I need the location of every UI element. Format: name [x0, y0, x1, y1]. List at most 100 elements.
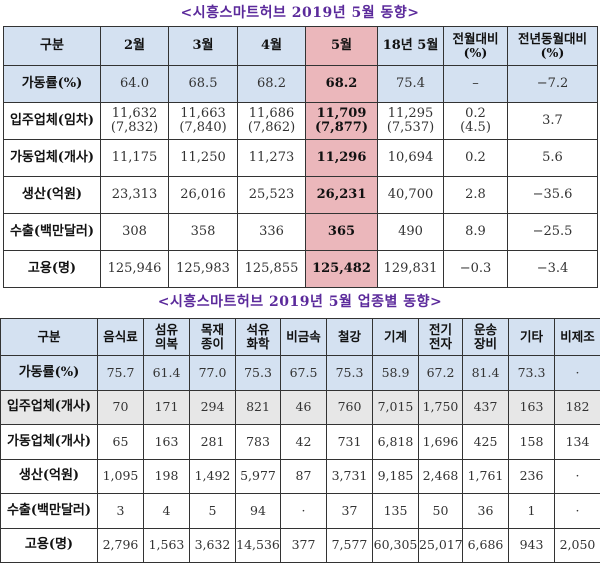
- row-label: 가동업체(개사): [0, 424, 98, 460]
- cell: 171: [143, 389, 190, 425]
- cell: ·: [554, 493, 600, 529]
- cell: 87: [280, 458, 327, 494]
- cell-apr: 11,273: [237, 139, 306, 177]
- cell-may-2018: 11,295 (7,537): [377, 102, 444, 140]
- cell: 437: [462, 389, 509, 425]
- row-label: 수출(백만달러): [0, 493, 98, 529]
- cell-mom: 2.8: [443, 176, 508, 214]
- cell-apr: 68.2: [237, 65, 306, 103]
- cell-mar: 358: [168, 213, 238, 251]
- cell: 5: [189, 493, 236, 529]
- table-row: 가동률(%) 75.7 61.4 77.0 75.3 67.5 75.3 58.…: [0, 355, 600, 391]
- cell: 1,095: [97, 458, 144, 494]
- cell: 760: [326, 389, 373, 425]
- cell: 1,563: [143, 527, 190, 563]
- cell: 46: [280, 389, 327, 425]
- table-row: 고용(명) 2,796 1,563 3,632 14,536 377 7,577…: [0, 527, 600, 563]
- row-label: 가동률(%): [3, 65, 101, 103]
- cell: 58.9: [372, 355, 419, 391]
- cell-may-2018: 129,831: [377, 250, 444, 288]
- cell: 73.3: [508, 355, 555, 391]
- cell: 6,686: [462, 527, 509, 563]
- cell: 5,977: [235, 458, 281, 494]
- cell-yoy: −3.4: [507, 250, 598, 288]
- monthly-trend-table: 구분 2월 3월 4월 5월 18년 5월 전월대비 (%) 전년동월대비 (%…: [3, 26, 598, 288]
- row-label: 가동률(%): [0, 355, 98, 391]
- cell-may-2018: 40,700: [377, 176, 444, 214]
- cell: 14,536: [235, 527, 281, 563]
- cell-may: 365: [305, 213, 378, 251]
- cell: 75.3: [235, 355, 281, 391]
- table-row: 생산(억원) 1,095 198 1,492 5,977 87 3,731 9,…: [0, 458, 600, 494]
- cell: 182: [554, 389, 600, 425]
- cell: 135: [372, 493, 419, 529]
- header-may-2018: 18년 5월: [377, 26, 444, 66]
- row-label: 수출(백만달러): [3, 213, 101, 251]
- cell-mar: 125,983: [168, 250, 238, 288]
- cell: 2,050: [554, 527, 600, 563]
- cell: 236: [508, 458, 555, 494]
- cell-mom: –: [443, 65, 508, 103]
- cell-apr: 125,855: [237, 250, 306, 288]
- cell: 75.3: [326, 355, 373, 391]
- cell-apr: 25,523: [237, 176, 306, 214]
- cell: 75.7: [97, 355, 144, 391]
- header-other: 기타: [508, 318, 555, 356]
- header-electronics: 전기 전자: [418, 318, 463, 356]
- cell-yoy: 3.7: [507, 102, 598, 140]
- row-label: 고용(명): [0, 527, 98, 563]
- cell: 65: [97, 424, 144, 460]
- table-row: 가동업체(개사) 11,175 11,250 11,273 11,296 10,…: [3, 139, 598, 177]
- row-label: 고용(명): [3, 250, 101, 288]
- cell: 163: [508, 389, 555, 425]
- cell: 1,761: [462, 458, 509, 494]
- cell-mom: 0.2: [443, 139, 508, 177]
- cell: 9,185: [372, 458, 419, 494]
- cell-may: 11,296: [305, 139, 378, 177]
- cell: 731: [326, 424, 373, 460]
- cell: 134: [554, 424, 600, 460]
- cell: 4: [143, 493, 190, 529]
- cell: 42: [280, 424, 327, 460]
- table-row: 입주업체(개사) 70 171 294 821 46 760 7,015 1,7…: [0, 389, 600, 425]
- table-row: 가동업체(개사) 65 163 281 783 42 731 6,818 1,6…: [0, 424, 600, 460]
- cell-yoy: −7.2: [507, 65, 598, 103]
- cell: ·: [554, 458, 600, 494]
- header-nonmanufacturing: 비제조: [554, 318, 600, 356]
- cell: 377: [280, 527, 327, 563]
- cell: 163: [143, 424, 190, 460]
- industry-trend-table: 구분 음식료 섬유 의복 목재 종이 석유 화학 비금속 철강 기계 전기 전자…: [0, 318, 600, 563]
- header-machinery: 기계: [372, 318, 419, 356]
- cell: 94: [235, 493, 281, 529]
- table-row: 가동률(%) 64.0 68.5 68.2 68.2 75.4 – −7.2: [3, 65, 598, 103]
- cell-may-2018: 10,694: [377, 139, 444, 177]
- header-yoy: 전년동월대비 (%): [507, 26, 598, 66]
- row-label: 가동업체(개사): [3, 139, 101, 177]
- cell: 81.4: [462, 355, 509, 391]
- cell-mar: 11,663 (7,840): [168, 102, 238, 140]
- cell-may: 11,709 (7,877): [305, 102, 378, 140]
- cell-may: 125,482: [305, 250, 378, 288]
- cell-apr: 336: [237, 213, 306, 251]
- cell: 1,750: [418, 389, 463, 425]
- header-category: 구분: [3, 26, 101, 66]
- cell-feb: 64.0: [100, 65, 169, 103]
- cell-apr: 11,686 (7,862): [237, 102, 306, 140]
- cell-mom: −0.3: [443, 250, 508, 288]
- table-row: 수출(백만달러) 308 358 336 365 490 8.9 −25.5: [3, 213, 598, 251]
- cell: 61.4: [143, 355, 190, 391]
- cell: 821: [235, 389, 281, 425]
- cell: 70: [97, 389, 144, 425]
- header-may: 5월: [305, 26, 378, 66]
- header-petrochem: 석유 화학: [235, 318, 281, 356]
- cell-yoy: 5.6: [507, 139, 598, 177]
- cell: ·: [280, 493, 327, 529]
- header-feb: 2월: [100, 26, 169, 66]
- table1-header-row: 구분 2월 3월 4월 5월 18년 5월 전월대비 (%) 전년동월대비 (%…: [3, 26, 598, 66]
- header-mom: 전월대비 (%): [443, 26, 508, 66]
- cell-mom: 8.9: [443, 213, 508, 251]
- table-row: 입주업체(임차) 11,632 (7,832) 11,663 (7,840) 1…: [3, 102, 598, 140]
- cell-may: 68.2: [305, 65, 378, 103]
- cell: 425: [462, 424, 509, 460]
- cell: 1: [508, 493, 555, 529]
